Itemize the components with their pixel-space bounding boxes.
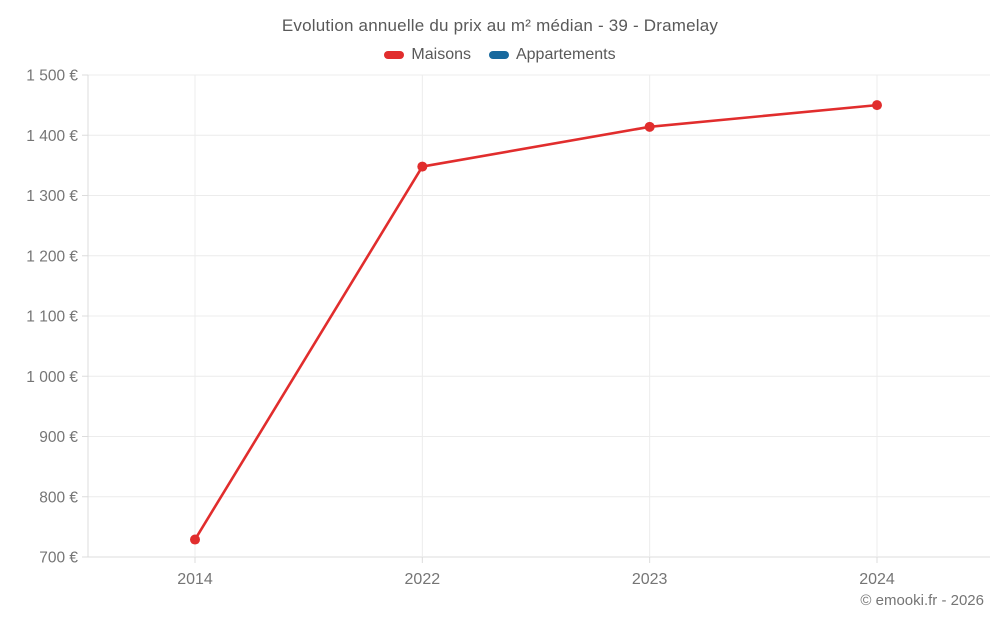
maisons-series-swatch	[384, 51, 405, 59]
y-tick-label-1500: 1 500 €	[26, 68, 78, 85]
x-tick-label-2024: 2024	[859, 571, 895, 588]
appartements-series-swatch	[488, 51, 509, 59]
x-tick-label-2022: 2022	[405, 571, 441, 588]
y-tick-label-1100: 1 100 €	[26, 309, 78, 326]
data-point-maisons-2023[interactable]	[644, 121, 655, 132]
y-tick-label-1200: 1 200 €	[26, 248, 78, 265]
legend-label-appartements: Appartements	[515, 46, 616, 63]
legend-item-appartements[interactable]: Appartements	[488, 46, 616, 64]
data-point-maisons-2024[interactable]	[871, 100, 882, 111]
y-tick-label-800: 800 €	[39, 489, 78, 506]
y-tick-label-900: 900 €	[39, 429, 78, 446]
y-tick-label-1000: 1 000 €	[26, 369, 78, 386]
chart-title: Evolution annuelle du prix au m² médian …	[281, 16, 719, 35]
y-tick-label-1400: 1 400 €	[26, 128, 78, 145]
y-tick-label-700: 700 €	[39, 550, 78, 567]
series-line-maisons	[193, 103, 879, 541]
legend-label-maisons: Maisons	[411, 46, 471, 63]
data-point-maisons-2014[interactable]	[190, 534, 200, 545]
chart-legend: Maisons Appartements	[0, 46, 1000, 64]
legend-item-maisons[interactable]: Maisons	[384, 46, 471, 64]
data-point-maisons-2022[interactable]	[417, 161, 428, 172]
copyright-credit: © emooki.fr - 2026	[860, 592, 984, 609]
x-tick-label-2023: 2023	[632, 571, 668, 588]
y-tick-label-1300: 1 300 €	[26, 188, 78, 205]
x-tick-label-2014: 2014	[177, 571, 213, 588]
